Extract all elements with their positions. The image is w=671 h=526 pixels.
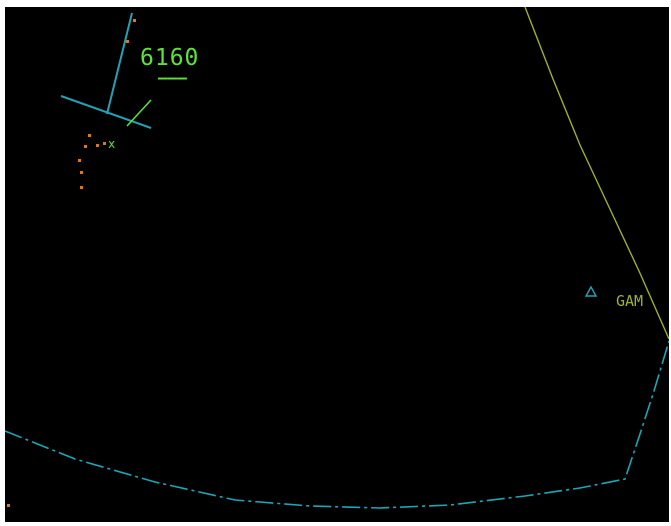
history-dot: [126, 40, 129, 43]
leader-line: [126, 99, 152, 127]
history-dot: [133, 19, 136, 22]
history-dot: [80, 171, 83, 174]
history-dot: [7, 504, 10, 507]
datablock[interactable]: 6160 ———: [140, 45, 199, 87]
radar-display: x 6160 ——— GAM: [5, 7, 669, 509]
history-dot: [88, 134, 91, 137]
navaid-fix[interactable]: GAM: [584, 285, 643, 310]
fix-label: GAM: [616, 292, 643, 310]
history-dot: [96, 144, 99, 147]
track-vector-line: [106, 12, 133, 115]
history-dot: [80, 186, 83, 189]
history-dot: [103, 142, 106, 145]
triangle-fix-icon: [584, 285, 598, 297]
sector-boundary: [5, 340, 669, 509]
datablock-altitude: 6160: [140, 45, 199, 71]
airway-line: [524, 7, 669, 340]
history-dot: [78, 159, 81, 162]
radar-scope[interactable]: x 6160 ——— GAM: [5, 7, 669, 522]
datablock-line2: ———: [158, 68, 187, 87]
history-dot: [84, 145, 87, 148]
target-symbol[interactable]: x: [108, 137, 115, 151]
track-crossbar: [60, 95, 152, 129]
history-trail: [7, 19, 136, 507]
